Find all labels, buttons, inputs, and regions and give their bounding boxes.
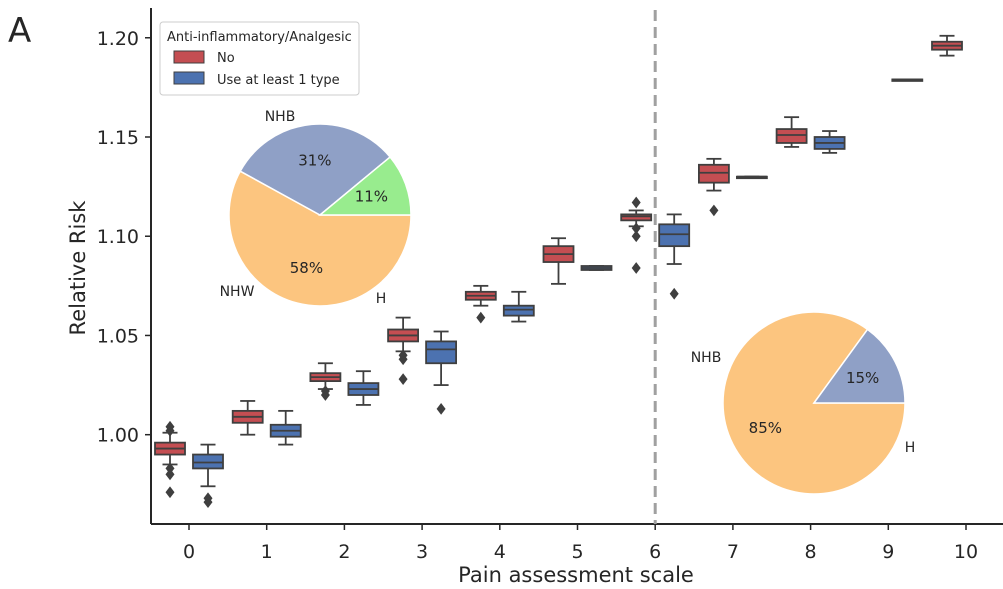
pie-chart-2: 85% NHB 15% H [691, 311, 916, 495]
pie-slice-nhb [228, 170, 412, 307]
box-no-1 [231, 400, 264, 436]
outlier-marker [165, 486, 175, 499]
box-use-7 [736, 175, 768, 180]
x-tick-label: 8 [805, 541, 817, 563]
legend-frame [159, 21, 360, 96]
box-use-0 [192, 443, 224, 509]
y-tick-label: 1.10 [97, 226, 139, 248]
outlier-marker [709, 204, 719, 217]
box-no-10 [931, 34, 963, 57]
box-use-1 [269, 409, 302, 446]
box-no-6 [620, 196, 653, 274]
y-tick-label: 1.15 [97, 127, 139, 149]
pie-pct-label: 11% [355, 188, 388, 206]
panel-label: A [8, 11, 31, 51]
pie-pct-label: 85% [749, 419, 782, 437]
pie-slice-nhw [317, 155, 412, 216]
x-tick-label: 9 [882, 541, 894, 563]
box-body [658, 223, 691, 248]
legend-swatch-no [173, 50, 205, 64]
x-tick-label: 7 [727, 541, 739, 563]
pie-category-label: NHB [691, 350, 722, 366]
outlier-marker [165, 468, 175, 481]
x-tick-label: 3 [416, 541, 428, 563]
box-use-3 [425, 330, 458, 415]
box-use-4 [502, 290, 535, 323]
box-body [425, 340, 458, 365]
legend-label-no: No [217, 51, 235, 66]
outlier-marker [165, 420, 175, 433]
box-no-0 [154, 420, 186, 499]
legend-label-use: Use at least 1 type [217, 73, 340, 88]
box-no-8 [775, 116, 808, 148]
outlier-marker [476, 311, 486, 324]
x-tick-label: 0 [183, 541, 195, 563]
outlier-marker [398, 373, 408, 385]
y-axis-title: Relative Risk [66, 200, 90, 336]
box-body [192, 453, 224, 470]
y-tick-label: 1.05 [97, 325, 139, 347]
outlier-marker [631, 262, 641, 274]
box-body [698, 163, 730, 184]
outlier-marker [669, 287, 679, 300]
outlier-marker [631, 196, 641, 209]
outlier-marker [320, 385, 330, 397]
y-axis: 1.00 1.05 1.10 1.15 1.20 [97, 28, 151, 447]
pie-category-label: NHW [220, 284, 255, 300]
x-axis-title: Pain assessment scale [458, 563, 694, 587]
legend-swatch-use [173, 71, 205, 85]
x-tick-label: 6 [649, 541, 661, 563]
legend-title: Anti-inflammatory/Analgesic [167, 30, 352, 45]
box-use-6 [658, 213, 691, 300]
box-body [502, 304, 535, 317]
outlier-marker [398, 349, 408, 362]
box-no-5 [542, 237, 575, 285]
box-no-2 [309, 362, 342, 401]
pie-chart-1: 58% NHB 31% H 11% NHW [220, 109, 412, 307]
box-series-group [154, 34, 963, 509]
box-use-8 [813, 130, 846, 154]
box-body [775, 128, 808, 144]
legend: Anti-inflammatory/Analgesic No Use at le… [159, 21, 360, 96]
outlier-marker [631, 230, 641, 243]
outlier-marker [203, 492, 213, 505]
x-tick-label: 5 [571, 541, 583, 563]
x-axis: 0 1 2 3 4 5 6 7 8 9 10 [183, 524, 978, 563]
outlier-marker [436, 403, 446, 415]
x-tick-label: 2 [338, 541, 350, 563]
pie-category-label: H [905, 440, 916, 456]
y-tick-label: 1.20 [97, 28, 139, 50]
pie-category-label: H [376, 291, 387, 307]
box-body [620, 213, 653, 222]
box-use-9 [891, 78, 924, 82]
pie-slice-h [239, 123, 392, 216]
pie-pct-label: 31% [298, 152, 331, 170]
box-use-5 [580, 265, 613, 271]
outlier-marker [631, 222, 641, 235]
box-use-2 [347, 370, 380, 406]
outlier-marker [165, 462, 175, 475]
pie-slice-h [812, 328, 906, 404]
x-tick-label: 10 [954, 541, 978, 563]
box-no-7 [698, 157, 730, 217]
box-no-4 [464, 284, 497, 324]
x-tick-label: 4 [494, 541, 506, 563]
pie-category-label: NHB [265, 109, 296, 125]
box-no-3 [387, 316, 420, 385]
y-tick-label: 1.00 [97, 425, 139, 447]
pie-pct-label: 58% [290, 259, 323, 277]
x-tick-label: 1 [261, 541, 273, 563]
pie-pct-label: 15% [846, 369, 879, 387]
